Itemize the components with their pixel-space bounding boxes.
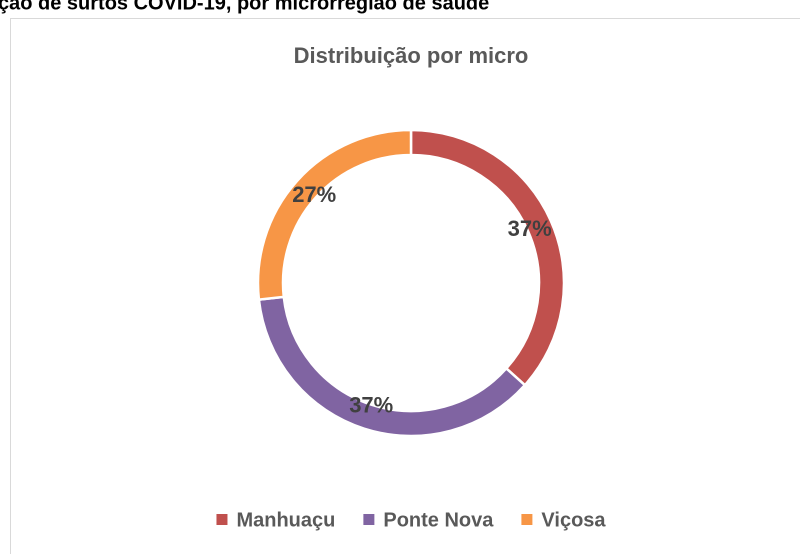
legend-item: Manhuaçu [216,509,335,531]
legend: Manhuaçu Ponte Nova Viçosa [216,509,606,531]
donut-segment [256,128,413,302]
legend-label: Viçosa [541,509,606,531]
legend-swatch [521,514,533,525]
legend-swatch [216,514,228,525]
data-label: 37% [349,393,393,418]
chart-frame [10,18,800,554]
legend-label: Manhuaçu [236,509,335,531]
legend-label: Ponte Nova [383,509,494,531]
plot: 37% 37% 27% [256,128,566,438]
data-label: 37% [508,216,552,241]
heading: ção de surtos COVID-19, por microrregião… [0,0,489,14]
legend-swatch [363,514,375,525]
chart-title: Distribuição por micro [294,43,529,68]
legend-item: Ponte Nova [363,509,494,531]
legend-item: Viçosa [521,509,606,531]
data-label: 27% [292,182,336,207]
